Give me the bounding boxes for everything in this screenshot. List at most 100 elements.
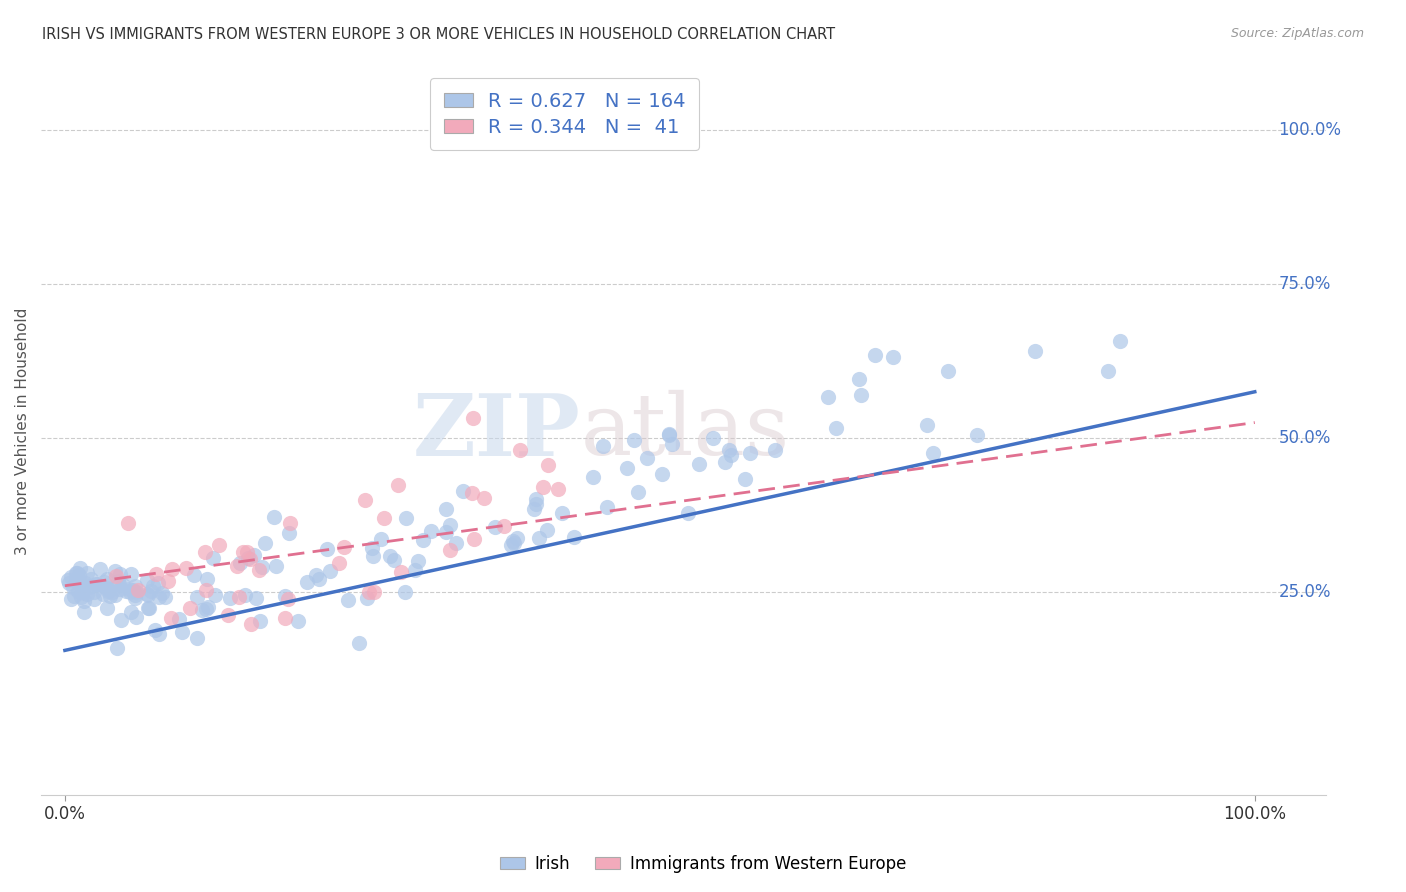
Point <box>406 554 429 568</box>
Point <box>356 591 378 606</box>
Point <box>357 585 380 599</box>
Point <box>263 510 285 524</box>
Point <box>509 443 531 458</box>
Point <box>194 545 217 559</box>
Point <box>277 525 299 540</box>
Point <box>763 442 786 457</box>
Point <box>412 533 434 548</box>
Point <box>125 609 148 624</box>
Text: 100.0%: 100.0% <box>1278 121 1341 139</box>
Point <box>363 584 385 599</box>
Point <box>66 566 89 580</box>
Point <box>370 533 392 547</box>
Point <box>720 449 742 463</box>
Point <box>636 450 658 465</box>
Point <box>232 545 254 559</box>
Point <box>197 599 219 614</box>
Point <box>93 580 115 594</box>
Text: 50.0%: 50.0% <box>1278 429 1331 447</box>
Y-axis label: 3 or more Vehicles in Household: 3 or more Vehicles in Household <box>15 308 30 556</box>
Point <box>460 486 482 500</box>
Point <box>484 520 506 534</box>
Point <box>93 575 115 590</box>
Point <box>107 574 129 589</box>
Point <box>183 567 205 582</box>
Point <box>562 530 585 544</box>
Point <box>229 556 252 570</box>
Point <box>347 635 370 649</box>
Point <box>328 557 350 571</box>
Point <box>247 563 270 577</box>
Point <box>195 572 218 586</box>
Point <box>97 583 120 598</box>
Point <box>72 579 94 593</box>
Point <box>851 388 873 402</box>
Point <box>658 428 681 442</box>
Point <box>382 552 405 566</box>
Point <box>70 585 93 599</box>
Point <box>167 612 190 626</box>
Point <box>86 577 108 591</box>
Point <box>69 560 91 574</box>
Point <box>160 611 183 625</box>
Point <box>537 458 560 472</box>
Point <box>136 600 159 615</box>
Point <box>236 550 259 565</box>
Point <box>592 439 614 453</box>
Point <box>354 493 377 508</box>
Point <box>62 589 84 603</box>
Point <box>120 567 142 582</box>
Point <box>463 410 485 425</box>
Point <box>434 525 457 540</box>
Point <box>108 582 131 596</box>
Point <box>252 560 274 574</box>
Point <box>243 548 266 562</box>
Point <box>817 390 839 404</box>
Legend: R = 0.627   N = 164, R = 0.344   N =  41: R = 0.627 N = 164, R = 0.344 N = 41 <box>430 78 699 150</box>
Point <box>228 590 250 604</box>
Point <box>121 582 143 597</box>
Point <box>966 427 988 442</box>
Point <box>661 437 683 451</box>
Point <box>156 574 179 589</box>
Point <box>616 461 638 475</box>
Text: ZIP: ZIP <box>413 390 581 474</box>
Point <box>60 591 83 606</box>
Point <box>65 574 87 588</box>
Point <box>387 478 409 492</box>
Point <box>287 614 309 628</box>
Point <box>596 500 619 514</box>
Point <box>186 591 208 605</box>
Point <box>83 585 105 599</box>
Text: 75.0%: 75.0% <box>1278 275 1331 293</box>
Point <box>236 544 259 558</box>
Point <box>936 364 959 378</box>
Point <box>96 600 118 615</box>
Point <box>499 538 522 552</box>
Point <box>319 564 342 578</box>
Point <box>83 592 105 607</box>
Point <box>373 510 395 524</box>
Point <box>547 482 569 496</box>
Point <box>627 485 650 500</box>
Point <box>526 492 548 507</box>
Point <box>245 591 267 606</box>
Point <box>108 576 131 591</box>
Point <box>148 590 170 604</box>
Point <box>921 446 943 460</box>
Point <box>718 443 741 458</box>
Point <box>73 605 96 619</box>
Point <box>104 569 127 583</box>
Point <box>551 506 574 520</box>
Point <box>315 541 337 556</box>
Legend: Irish, Immigrants from Western Europe: Irish, Immigrants from Western Europe <box>494 848 912 880</box>
Point <box>191 603 214 617</box>
Point <box>101 584 124 599</box>
Point <box>623 434 645 448</box>
Point <box>67 575 90 590</box>
Point <box>153 590 176 604</box>
Point <box>67 568 90 582</box>
Point <box>145 567 167 582</box>
Point <box>740 446 762 460</box>
Point <box>274 589 297 603</box>
